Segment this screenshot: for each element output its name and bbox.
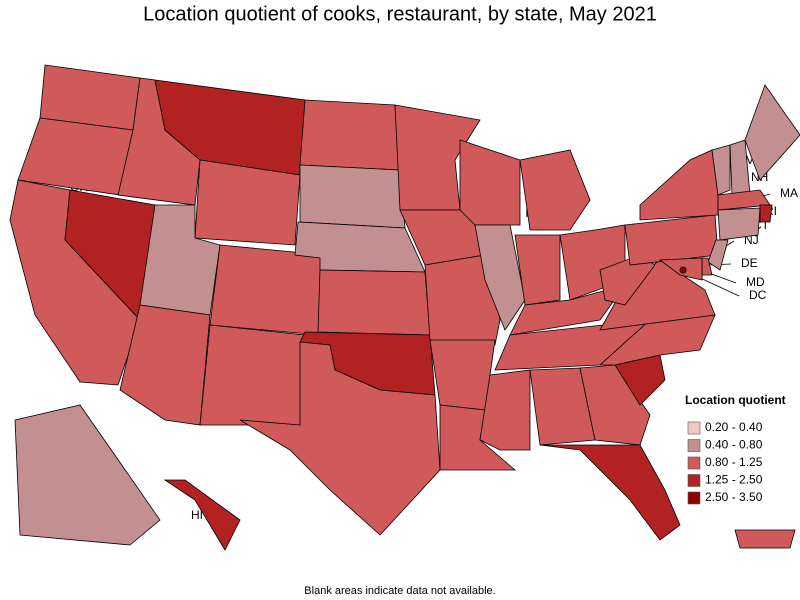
state-shape bbox=[394, 104, 481, 211]
state-shape bbox=[717, 207, 761, 241]
legend-swatch bbox=[687, 421, 701, 435]
state-shape bbox=[299, 164, 406, 229]
legend-label: 0.80 - 1.25 bbox=[705, 455, 763, 469]
state-shape bbox=[474, 224, 526, 331]
state-shape bbox=[539, 444, 681, 541]
state-shape bbox=[759, 204, 773, 223]
state-shape bbox=[744, 84, 800, 181]
footnote: Blank areas indicate data not available. bbox=[304, 585, 495, 597]
state-shape bbox=[194, 159, 301, 246]
state-shape bbox=[163, 479, 241, 551]
state-shape bbox=[579, 364, 651, 446]
state-label: MA bbox=[780, 186, 798, 200]
state-label: MD bbox=[746, 275, 765, 289]
state-shape bbox=[679, 266, 687, 274]
state-shape bbox=[317, 269, 431, 336]
state-shape bbox=[514, 234, 561, 306]
state-shape bbox=[119, 304, 211, 426]
legend-label: 0.20 - 0.40 bbox=[705, 420, 763, 434]
map-title: Location quotient of cooks, restaurant, … bbox=[143, 3, 657, 25]
legend-swatch bbox=[687, 456, 701, 470]
state-shape bbox=[239, 341, 441, 536]
state-shape bbox=[439, 404, 517, 471]
legend-label: 2.50 - 3.50 bbox=[705, 490, 763, 504]
state-shape bbox=[519, 149, 591, 231]
state-label: HI bbox=[191, 508, 203, 522]
state-shape bbox=[429, 339, 496, 411]
legend-swatch bbox=[687, 491, 701, 505]
state-shape bbox=[624, 214, 719, 266]
states: WAORCANVIDMTWYUTCOAZNMNDSDNEKSOKTXMNIAMO… bbox=[9, 64, 800, 551]
state-shape bbox=[479, 369, 531, 451]
state-shape bbox=[14, 404, 161, 546]
state-shape bbox=[711, 144, 731, 196]
state-shape bbox=[509, 284, 626, 336]
state-shape bbox=[707, 239, 729, 271]
legend-label: 1.25 - 2.50 bbox=[705, 473, 763, 487]
state-shape bbox=[459, 139, 521, 226]
state-label: DE bbox=[741, 256, 758, 270]
legend-title: Location quotient bbox=[685, 393, 786, 407]
state-shape bbox=[209, 244, 326, 336]
state-shape bbox=[734, 529, 796, 549]
state-label: DC bbox=[749, 288, 767, 302]
state-shape bbox=[299, 99, 401, 171]
legend-swatch bbox=[687, 439, 701, 452]
state-shape bbox=[424, 254, 501, 346]
state-shape bbox=[729, 139, 751, 196]
legend-label: 0.40 - 0.80 bbox=[705, 438, 763, 452]
legend-swatch bbox=[687, 474, 701, 487]
state-shape bbox=[639, 149, 719, 221]
legend: Location quotient 0.20 - 0.40 0.40 - 0.80… bbox=[685, 393, 786, 505]
state-shape bbox=[199, 324, 306, 426]
